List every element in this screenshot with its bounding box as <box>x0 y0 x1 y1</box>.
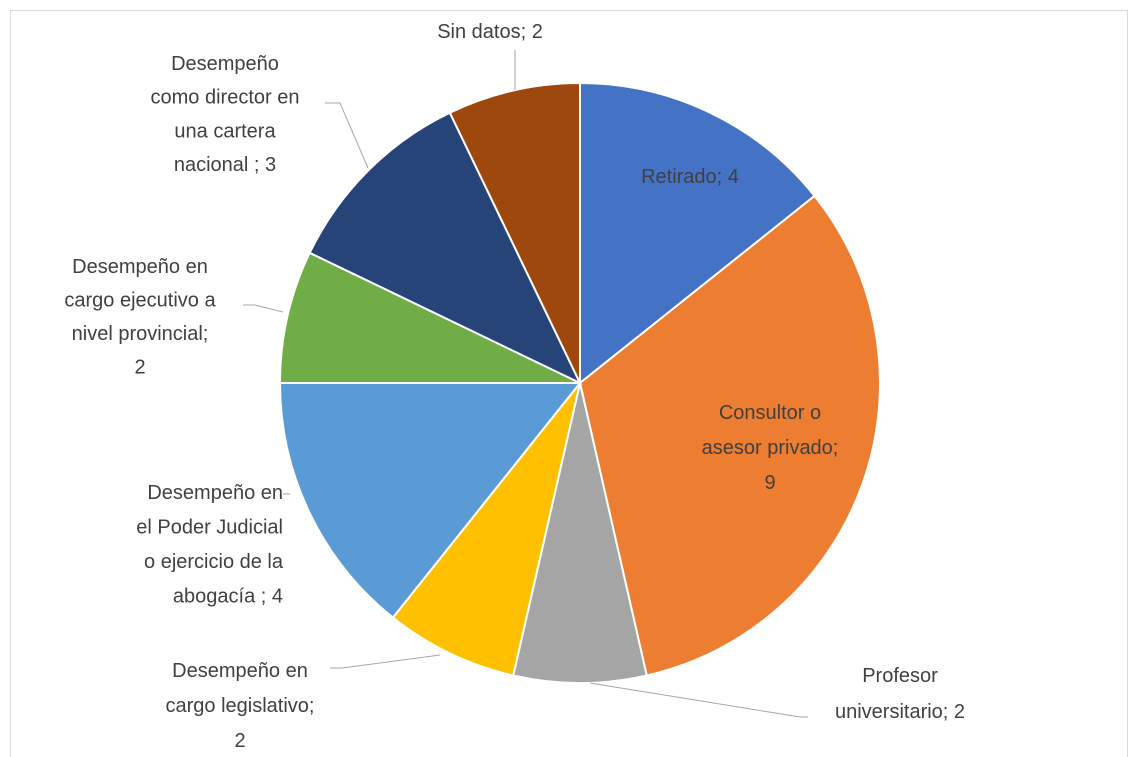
data-label-line: 9 <box>764 472 775 494</box>
pie-slice <box>512 382 648 684</box>
data-label: Sin datos; 2 <box>437 21 543 43</box>
data-label-line: 2 <box>234 730 245 752</box>
data-label-line: nivel provincial; <box>72 323 209 345</box>
data-label-line: cargo ejecutivo a <box>64 290 216 312</box>
data-label: Consultor o asesor privado; 9 <box>702 402 839 494</box>
data-label-line: como director en <box>151 87 300 109</box>
pie-slice <box>278 251 581 384</box>
data-label-line: cargo legislativo; <box>166 695 315 717</box>
data-label: Desempeño en el Poder Judicial o ejercicio… <box>136 482 284 608</box>
pie <box>278 81 881 684</box>
data-label-line: abogacía ; 4 <box>173 586 283 608</box>
data-label-line: una cartera <box>174 121 276 143</box>
data-label-line: Sin datos; 2 <box>437 21 543 43</box>
pie-slice <box>308 111 583 386</box>
data-label: Profesor universitario; 2 <box>835 665 965 723</box>
pie-slice <box>391 382 581 677</box>
data-label-line: Desempeño en <box>172 660 308 682</box>
chart-border <box>10 10 1128 757</box>
data-label: Desempeño en cargo ejecutivo a nivel provi… <box>64 256 216 379</box>
data-label-line: o ejercicio de la <box>144 551 284 573</box>
data-label-line: Consultor o <box>719 402 821 424</box>
data-label-line: Profesor <box>862 665 938 687</box>
data-label-line: Desempeño en <box>72 256 208 278</box>
pie-slice <box>578 194 881 677</box>
data-label-line: Retirado; 4 <box>641 166 739 188</box>
leader-lines <box>243 50 808 718</box>
data-label-line: Desempeño en <box>147 482 283 504</box>
data-label-line: universitario; 2 <box>835 701 965 723</box>
data-label: Desempeño como director en una cartera naci… <box>151 53 300 176</box>
pie-slice <box>278 382 583 619</box>
data-label-line: el Poder Judicial <box>136 517 283 539</box>
pie-slice <box>579 81 816 386</box>
data-label-line: 2 <box>134 357 145 379</box>
data-label-line: nacional ; 3 <box>174 154 276 176</box>
pie-slice <box>448 81 581 384</box>
data-label: Desempeño en cargo legislativo; 2 <box>166 660 315 752</box>
data-label-line: asesor privado; <box>702 437 839 459</box>
data-label-line: Desempeño <box>171 53 279 75</box>
data-label: Retirado; 4 <box>641 166 739 188</box>
